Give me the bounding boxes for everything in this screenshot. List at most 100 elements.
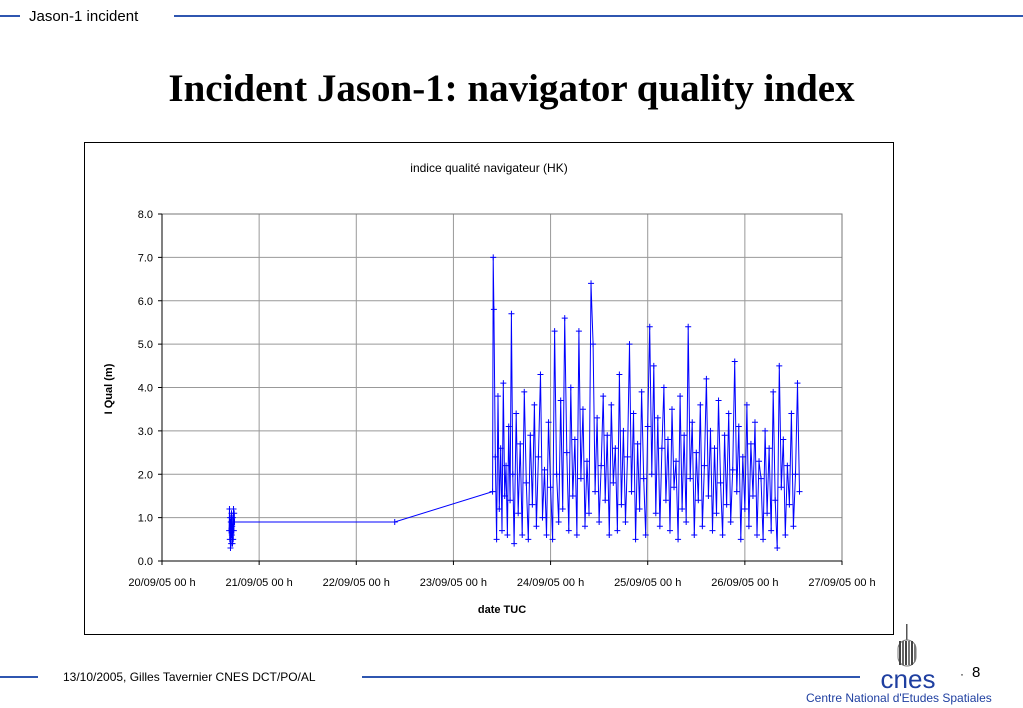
data-point-marker: [590, 341, 597, 348]
data-point-marker: [626, 341, 633, 348]
x-tick-label: 21/09/05 00 h: [225, 577, 292, 589]
data-point-marker: [549, 536, 556, 543]
data-point-marker: [739, 453, 746, 460]
data-point-marker: [620, 427, 627, 434]
data-point-marker: [547, 484, 554, 491]
data-point-marker: [493, 536, 500, 543]
data-point-marker: [768, 527, 775, 534]
data-point-marker: [786, 501, 793, 508]
data-point-marker: [648, 471, 655, 478]
data-point-marker: [703, 375, 710, 382]
data-point-marker: [669, 406, 675, 413]
data-point-marker: [492, 453, 499, 460]
data-point-marker: [614, 527, 621, 534]
data-point-marker: [737, 536, 744, 543]
y-tick-label: 4.0: [138, 383, 153, 395]
data-point-marker: [567, 384, 574, 391]
data-point-marker: [764, 510, 771, 517]
data-point-marker: [600, 393, 607, 400]
data-point-marker: [697, 401, 704, 408]
data-point-marker: [790, 523, 797, 530]
data-point-marker: [592, 488, 599, 495]
data-point-marker: [652, 510, 659, 517]
data-point-marker: [622, 518, 629, 525]
data-point-marker: [618, 501, 625, 508]
data-point-marker: [559, 505, 566, 512]
data-point-marker: [636, 505, 643, 512]
data-point-marker: [505, 423, 512, 430]
chart-axes: 0.0 1.0 2.0 3.0 4.0 5.0 6.0 7.0 8.0 20/09/05 00 h…: [128, 209, 875, 589]
data-point-marker: [565, 527, 572, 534]
data-point-marker: [679, 505, 686, 512]
data-point-marker: [497, 445, 504, 452]
data-point-marker: [228, 531, 235, 538]
data-point-marker: [699, 523, 706, 530]
data-point-marker: [575, 328, 582, 335]
data-point-marker: [729, 466, 736, 473]
data-point-marker: [640, 475, 647, 482]
footer-rule-right: [362, 676, 860, 678]
data-point-marker: [788, 410, 795, 417]
data-point-marker: [638, 388, 645, 395]
data-point-marker: [490, 254, 497, 261]
data-point-marker: [501, 492, 508, 499]
data-point-marker: [529, 501, 536, 508]
data-point-marker: [766, 445, 773, 452]
data-point-marker: [490, 306, 497, 313]
data-point-marker: [391, 518, 398, 525]
data-point-marker: [541, 466, 548, 473]
x-tick-label: 22/09/05 00 h: [323, 577, 390, 589]
data-point-marker: [571, 436, 578, 443]
data-point-marker: [508, 310, 515, 317]
data-point-marker: [664, 436, 671, 443]
data-point-marker: [719, 531, 726, 538]
data-point-marker: [533, 523, 540, 530]
data-point-marker: [553, 471, 560, 478]
cnes-logo-wordmark: cnes: [881, 664, 936, 692]
data-point-marker: [598, 462, 605, 469]
data-point-marker: [494, 393, 501, 400]
data-point-marker: [774, 544, 781, 551]
data-point-marker: [496, 505, 503, 512]
data-point-marker: [701, 462, 708, 469]
data-point-marker: [707, 427, 714, 434]
data-point-marker: [563, 449, 570, 456]
data-point-marker: [230, 527, 237, 534]
data-point-marker: [596, 518, 603, 525]
data-point-marker: [780, 436, 787, 443]
data-point-marker: [229, 523, 236, 530]
data-point-marker: [602, 497, 609, 504]
footer-author: 13/10/2005, Gilles Tavernier CNES DCT/PO…: [63, 670, 316, 684]
data-point-marker: [499, 527, 505, 534]
data-point-marker: [731, 358, 738, 365]
y-tick-label: 3.0: [138, 426, 153, 438]
cnes-logo: cnes: [868, 622, 950, 697]
data-point-marker: [500, 380, 507, 387]
data-point-marker: [632, 536, 639, 543]
data-point-marker: [594, 414, 601, 421]
data-point-marker: [772, 497, 779, 504]
data-point-marker: [584, 458, 590, 465]
data-point-marker: [612, 445, 619, 452]
data-point-marker: [511, 540, 518, 547]
data-point-marker: [229, 540, 236, 547]
data-point-marker: [586, 510, 593, 517]
data-point-marker: [515, 510, 522, 517]
data-point-marker: [693, 449, 700, 456]
page-number: 8: [972, 664, 981, 681]
data-point-marker: [531, 401, 538, 408]
data-point-marker: [646, 323, 653, 330]
data-point-marker: [673, 458, 680, 465]
data-point-marker: [557, 397, 564, 404]
header-section-label: Jason-1 incident: [29, 8, 139, 25]
data-point-marker: [525, 536, 532, 543]
chart-series: [226, 254, 803, 551]
data-point-marker: [569, 492, 576, 499]
y-axis-label: I Qual (m): [103, 363, 115, 414]
data-point-marker: [489, 488, 496, 495]
data-point-marker: [650, 362, 657, 369]
data-point-marker: [581, 523, 588, 530]
slide-title: Incident Jason-1: navigator quality inde…: [168, 67, 855, 110]
data-point-marker: [733, 488, 740, 495]
data-point-marker: [756, 458, 763, 465]
